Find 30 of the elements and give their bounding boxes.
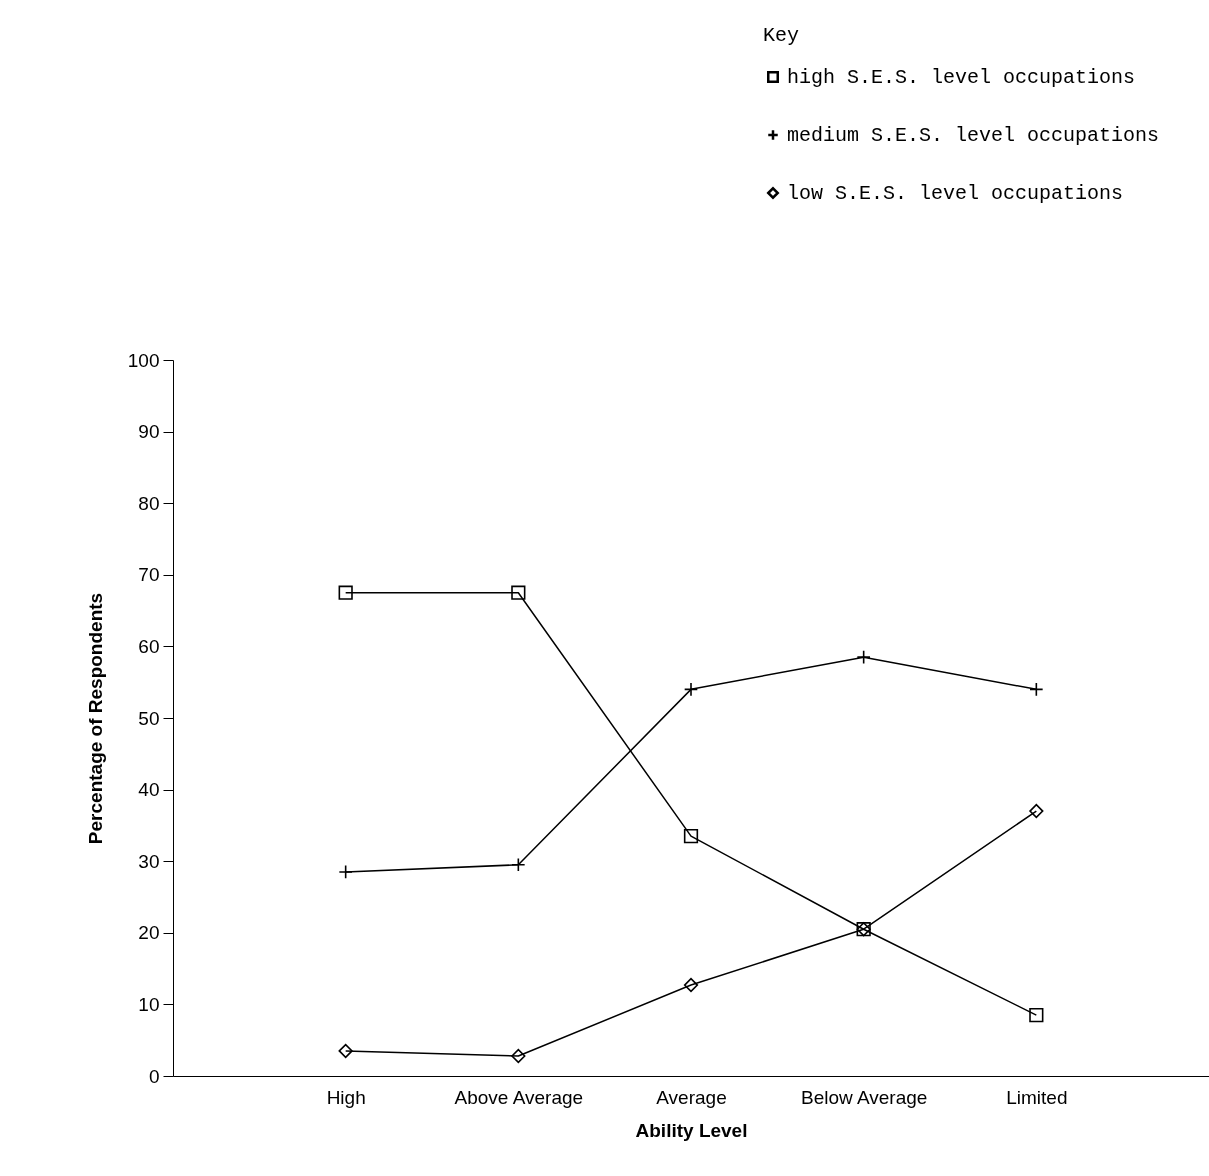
y-tick-label: 0: [148, 1065, 160, 1087]
y-tick-label: 100: [127, 349, 160, 371]
legend-label: medium S.E.S. level occupations: [787, 124, 1160, 147]
y-tick-label: 60: [138, 635, 160, 657]
point: [683, 977, 699, 993]
legend-label: low S.E.S. level occupations: [787, 182, 1124, 205]
legend-label: high S.E.S. level occupations: [787, 66, 1136, 89]
y-tick-label: 10: [138, 993, 160, 1015]
y-tick-label: 90: [138, 421, 160, 443]
x-tick-label: Below Average: [800, 1086, 928, 1108]
point: [338, 1043, 353, 1059]
y-tick-label: 20: [138, 922, 160, 944]
x-axis-title: Ability Level: [635, 1119, 748, 1141]
point: [511, 1048, 526, 1064]
y-axis-title: Percentage of Respondents: [84, 592, 106, 845]
point: [511, 585, 526, 600]
x-tick-label: Above Average: [454, 1086, 584, 1108]
y-tick-label: 80: [138, 492, 160, 514]
y-tick-label: 70: [138, 564, 160, 586]
point: [683, 829, 699, 844]
legend-title: Key: [763, 24, 800, 47]
x-tick-label: High: [326, 1086, 366, 1108]
y-tick-label: 40: [138, 779, 160, 801]
point: [1029, 803, 1044, 819]
x-tick-label: Average: [656, 1086, 727, 1108]
point: [338, 585, 353, 600]
y-tick-label: 30: [138, 850, 160, 872]
y-tick-label: 50: [138, 707, 160, 729]
x-tick-label: Limited: [1006, 1086, 1068, 1108]
point: [1029, 1008, 1044, 1023]
